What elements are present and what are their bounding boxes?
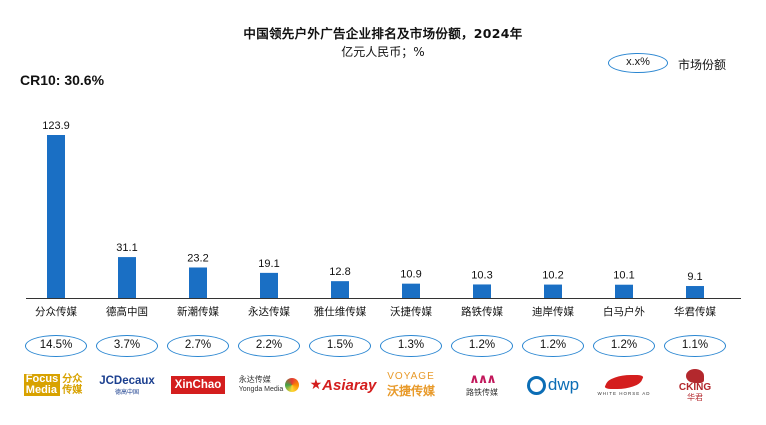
category-label: 德高中国	[106, 305, 148, 318]
bar-value-label: 23.2	[187, 252, 208, 264]
market-share-oval: 3.7%	[96, 335, 158, 357]
bar-4	[260, 272, 278, 298]
lion-icon	[686, 368, 704, 383]
bar-8	[544, 284, 562, 298]
market-share-oval: 1.2%	[593, 335, 655, 357]
asiaray-logo: ★ Asiaray	[305, 368, 381, 402]
logo-text: 路铁传媒	[466, 387, 498, 397]
bar-10	[686, 286, 704, 298]
chart-title: 中国领先户外广告企业排名及市场份额，2024年	[243, 26, 523, 41]
star-icon: ★	[309, 377, 323, 393]
bar-7	[473, 284, 491, 298]
category-label: 沃捷传媒	[390, 305, 432, 318]
category-label: 路铁传媒	[461, 305, 503, 318]
category-label: 新潮传媒	[177, 305, 219, 318]
horse-icon	[603, 374, 645, 389]
logo-text: WHITE HORSE AD	[597, 390, 651, 396]
dwp-circle-icon	[526, 375, 546, 395]
focus-media-logo: Focus Media 分众传媒	[21, 368, 91, 402]
category-label: 华君传媒	[674, 305, 716, 318]
logo-text: XinChao	[170, 376, 226, 394]
logo-text: 分众传媒	[62, 374, 83, 396]
market-share-oval: 1.2%	[451, 335, 513, 357]
lutie-media-logo: ∧∧∧ 路铁传媒	[447, 368, 517, 402]
white-horse-logo: WHITE HORSE AD	[589, 368, 659, 402]
voyage-logo: VOYAGE 沃捷传媒	[376, 368, 446, 402]
category-label: 雅仕维传媒	[314, 305, 367, 318]
logo-text: Media	[23, 385, 61, 396]
bar-value-label: 10.2	[542, 270, 563, 282]
bar-2	[118, 257, 136, 298]
logo-text: JCDecaux	[99, 374, 155, 387]
logo-text: CKING	[678, 381, 712, 393]
wave-icon: ∧∧∧	[469, 371, 497, 387]
legend-sample-oval: x.x%	[608, 53, 668, 73]
market-share-oval: 1.1%	[664, 335, 726, 357]
market-share-oval: 2.2%	[238, 335, 300, 357]
market-share-oval: 1.5%	[309, 335, 371, 357]
logo-text: Yongda Media	[238, 386, 284, 393]
market-share-oval: 2.7%	[167, 335, 229, 357]
logo-text: 华君	[687, 392, 703, 402]
market-share-oval: 14.5%	[25, 335, 87, 357]
bar-value-label: 10.1	[613, 270, 634, 282]
logo-text: Focus	[23, 373, 61, 385]
category-label: 白马户外	[603, 305, 645, 318]
dwp-logo: dwp	[518, 368, 588, 402]
chart-subtitle: 亿元人民币；%	[341, 45, 425, 59]
bar-9	[615, 284, 633, 298]
bar-value-label: 31.1	[116, 242, 137, 254]
bar-value-label: 19.1	[258, 258, 279, 270]
yongda-media-logo: 永达传媒 Yongda Media	[234, 368, 304, 402]
category-label: 分众传媒	[35, 305, 77, 318]
bar-value-label: 10.3	[471, 269, 492, 281]
jcdecaux-logo: JCDecaux 德高中国	[92, 368, 162, 402]
bar-value-label: 9.1	[687, 271, 702, 283]
bar-value-label: 123.9	[42, 120, 70, 132]
logo-text: 沃捷传媒	[386, 384, 435, 398]
xinchao-logo: XinChao	[163, 368, 233, 402]
logo-text: Asiaray	[322, 376, 377, 394]
category-label: 永达传媒	[248, 305, 290, 318]
bar-3	[189, 267, 207, 298]
cr10-label: CR10: 30.6%	[20, 72, 105, 88]
market-share-oval: 1.3%	[380, 335, 442, 357]
category-label: 迪岸传媒	[532, 305, 574, 318]
logo-text: 永达传媒	[238, 375, 271, 384]
bar-6	[402, 283, 420, 298]
bar-5	[331, 281, 349, 298]
swirl-icon	[285, 378, 300, 392]
logo-text: dwp	[547, 375, 580, 394]
bar-value-label: 12.8	[329, 266, 350, 278]
bar-1	[47, 135, 65, 298]
market-share-oval: 1.2%	[522, 335, 584, 357]
logo-text: 德高中国	[114, 388, 139, 396]
logo-text: VOYAGE	[387, 371, 435, 382]
bar-value-label: 10.9	[400, 269, 421, 281]
cking-logo: CKING 华君	[660, 368, 730, 402]
legend-label: 市场份额	[678, 58, 727, 72]
